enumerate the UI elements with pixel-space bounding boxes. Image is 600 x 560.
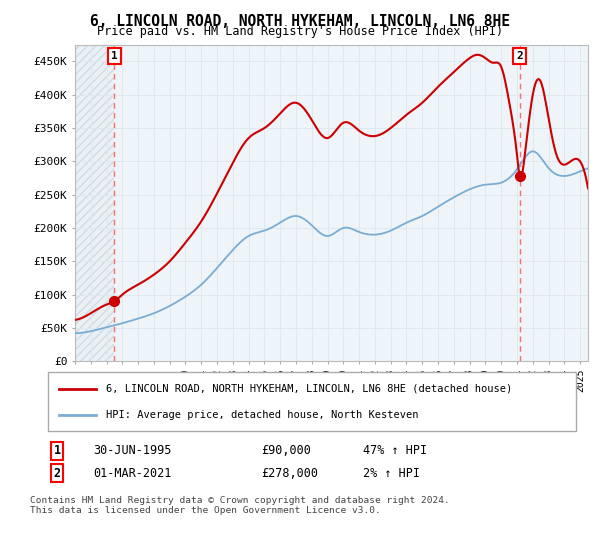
Text: Price paid vs. HM Land Registry's House Price Index (HPI): Price paid vs. HM Land Registry's House … — [97, 25, 503, 38]
FancyBboxPatch shape — [48, 372, 576, 431]
Text: Contains HM Land Registry data © Crown copyright and database right 2024.
This d: Contains HM Land Registry data © Crown c… — [30, 496, 450, 515]
Text: 6, LINCOLN ROAD, NORTH HYKEHAM, LINCOLN, LN6 8HE (detached house): 6, LINCOLN ROAD, NORTH HYKEHAM, LINCOLN,… — [106, 384, 512, 394]
Text: 01-MAR-2021: 01-MAR-2021 — [93, 466, 172, 480]
Text: 1: 1 — [111, 51, 118, 61]
Text: 2% ↑ HPI: 2% ↑ HPI — [363, 466, 420, 480]
Bar — [75, 45, 115, 361]
Text: £278,000: £278,000 — [261, 466, 318, 480]
Text: 47% ↑ HPI: 47% ↑ HPI — [363, 444, 427, 458]
Text: 30-JUN-1995: 30-JUN-1995 — [93, 444, 172, 458]
Text: 2: 2 — [516, 51, 523, 61]
Text: £90,000: £90,000 — [261, 444, 311, 458]
Text: 6, LINCOLN ROAD, NORTH HYKEHAM, LINCOLN, LN6 8HE: 6, LINCOLN ROAD, NORTH HYKEHAM, LINCOLN,… — [90, 14, 510, 29]
Text: 2: 2 — [53, 466, 61, 480]
Bar — [75, 45, 115, 361]
Text: HPI: Average price, detached house, North Kesteven: HPI: Average price, detached house, Nort… — [106, 410, 419, 420]
Text: 1: 1 — [53, 444, 61, 458]
